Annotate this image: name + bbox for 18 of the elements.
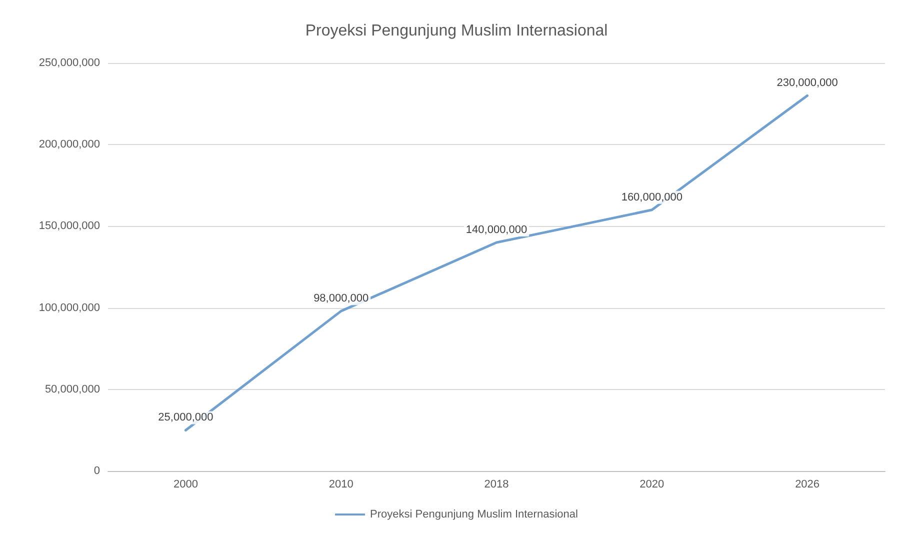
data-label: 160,000,000 xyxy=(621,191,682,204)
x-tick-label: 2018 xyxy=(484,478,509,490)
x-tick-label: 2026 xyxy=(795,478,820,490)
y-tick-label: 250,000,000 xyxy=(38,57,100,69)
x-tick-label: 2010 xyxy=(328,478,354,490)
y-tick-label: 50,000,000 xyxy=(44,383,100,396)
chart-title: Proyeksi Pengunjung Muslim Internasional xyxy=(305,22,608,40)
data-label: 98,000,000 xyxy=(314,292,369,305)
y-tick-label: 150,000,000 xyxy=(38,220,100,232)
data-label: 25,000,000 xyxy=(158,412,214,424)
x-tick-label: 2000 xyxy=(173,478,198,490)
data-label: 140,000,000 xyxy=(466,224,528,236)
y-tick-label: 200,000,000 xyxy=(38,138,100,151)
data-label: 230,000,000 xyxy=(776,77,838,90)
y-tick-label: 0 xyxy=(94,465,100,477)
legend-label: Proyeksi Pengunjung Muslim Internasional xyxy=(370,508,578,520)
y-tick-label: 100,000,000 xyxy=(38,302,100,314)
x-tick-label: 2020 xyxy=(640,478,664,490)
